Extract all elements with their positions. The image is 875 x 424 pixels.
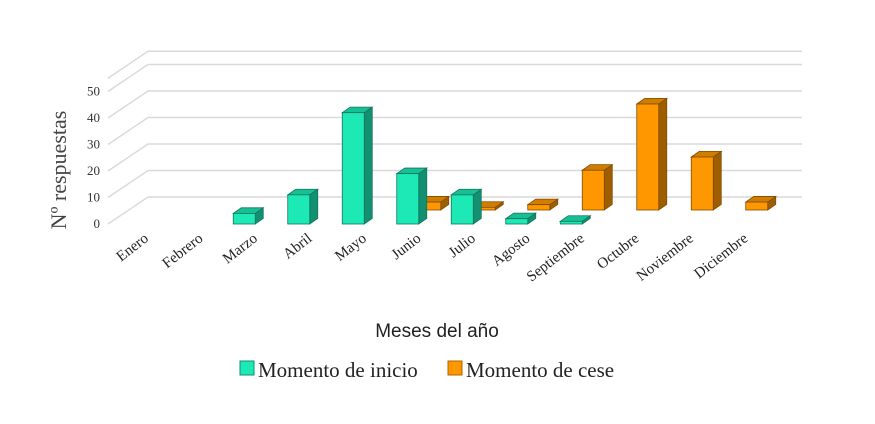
legend-label-inicio: Momento de inicio (258, 358, 418, 382)
y-axis-ticks: 0 10 20 30 40 50 (87, 84, 100, 232)
gridlines (107, 50, 802, 225)
legend: Momento de inicio Momento de cese (239, 358, 614, 382)
x-tick-label: Abril (280, 231, 315, 263)
x-tick-label: Marzo (220, 231, 261, 268)
bar-cese-diciembre (744, 195, 778, 211)
x-tick-label: Mayo (332, 231, 369, 265)
y-tick-label: 10 (87, 190, 100, 205)
bar-cese-agosto (526, 198, 560, 211)
bar-inicio-junio (395, 167, 429, 225)
gridline (107, 90, 802, 119)
y-tick-label: 20 (87, 163, 100, 178)
legend-label-cese: Momento de cese (466, 358, 614, 382)
x-tick-label: Enero (114, 231, 152, 266)
gridline (107, 63, 802, 93)
bar-inicio-abril (286, 188, 320, 225)
bar-cese-octubre (635, 97, 669, 211)
bar-inicio-septiembre (558, 214, 592, 225)
gridline (107, 116, 802, 146)
x-axis-label: Meses del año (375, 321, 499, 342)
x-tick-label: Octubre (594, 230, 642, 273)
legend-swatch-inicio (239, 360, 255, 376)
bar-inicio-marzo (231, 207, 265, 225)
x-axis-categories: Enero Febrero Marzo Abril Mayo Junio Julio Agos… (114, 230, 752, 285)
y-tick-label: 30 (87, 137, 100, 152)
x-tick-label: Febrero (160, 231, 207, 272)
bar-cese-septiembre (580, 163, 614, 211)
x-tick-label: Septiembre (524, 230, 588, 285)
y-tick-label: 50 (87, 84, 100, 99)
x-tick-label: Noviembre (634, 230, 697, 284)
y-tick-label: 40 (87, 110, 100, 125)
y-axis-label: Nº respuestas (46, 111, 71, 230)
gridline (107, 143, 802, 172)
x-tick-label: Agosto (489, 231, 533, 270)
bars (231, 97, 778, 225)
x-tick-label: Julio (446, 231, 479, 262)
bar-inicio-julio (449, 188, 483, 225)
bar-inicio-mayo (340, 106, 374, 225)
x-tick-label: Junio (389, 231, 424, 264)
x-tick-label: Diciembre (691, 230, 751, 282)
gridline (107, 50, 802, 79)
bar-inicio-agosto (504, 212, 538, 225)
y-tick-label: 0 (94, 216, 101, 231)
bar-cese-noviembre (689, 150, 723, 211)
legend-swatch-cese (447, 360, 463, 376)
